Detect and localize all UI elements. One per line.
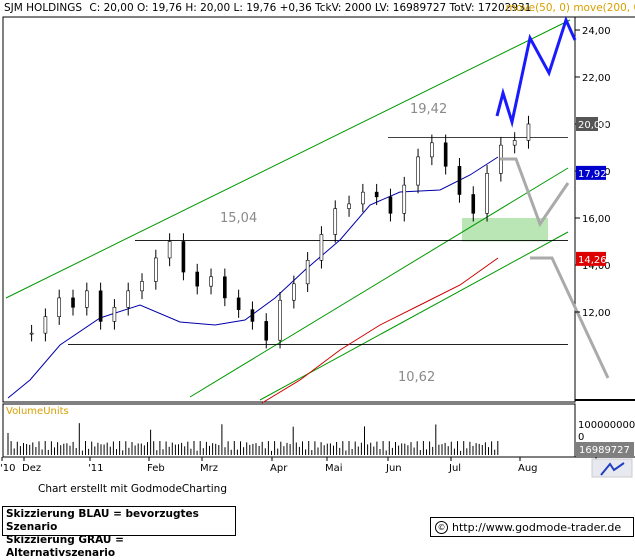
chart-header-quote: SJM HOLDINGS C: 20,00 O: 19,76 H: 20,00 … (4, 2, 531, 14)
trend-icon (600, 462, 625, 476)
candle-body (402, 184, 407, 214)
candle-body (140, 281, 144, 292)
candle-body (374, 191, 379, 198)
candle-body (43, 316, 48, 334)
candle-body (85, 290, 89, 308)
x-tick-label: '10 (0, 463, 15, 474)
legend-blue-scenario: Skizzierung BLAU = bevorzugtes Szenario (6, 508, 199, 533)
support-zone (462, 218, 548, 242)
channel-middle-line (189, 167, 569, 398)
candle-body (57, 297, 62, 317)
last-price-label: 20,00 (578, 120, 607, 131)
y-tick-label: 14,00 (582, 261, 611, 272)
candle-body (292, 283, 296, 301)
candle-body (457, 166, 462, 195)
candle-body (236, 297, 241, 310)
scenario-blue-line (495, 15, 577, 128)
candle-body (305, 259, 310, 285)
candle-body (443, 142, 448, 167)
legend-grey-scenario: Skizzierung GRAU = Alternativszenario (6, 534, 124, 559)
candle-body (98, 290, 103, 322)
x-tick-label: Feb (147, 463, 165, 474)
ma50-value-label: 17,92 (578, 169, 607, 180)
ma200-value-box (576, 251, 606, 266)
candle-body (319, 234, 324, 261)
x-tick-label: Mai (325, 463, 343, 474)
last-price-box (576, 117, 598, 131)
y-tick-label: 12,00 (582, 308, 611, 319)
scenario-legend: Skizzierung BLAU = bevorzugtes Szenario … (2, 506, 236, 559)
chart-credit: Chart erstellt mit GodmodeCharting (38, 483, 227, 495)
candle-body (250, 309, 255, 322)
x-tick-label: '11 (88, 463, 103, 474)
source-link[interactable]: © http://www.godmode-trader.de (430, 517, 634, 537)
source-url[interactable]: http://www.godmode-trader.de (452, 520, 622, 534)
level-label-1: 15,04 (220, 211, 257, 226)
volume-label: VolumeUnits (6, 406, 69, 417)
candle-body (485, 173, 489, 214)
ma50-line (7, 156, 499, 399)
candle-body (526, 123, 531, 141)
stock-chart: SJM HOLDINGS C: 20,00 O: 19,76 H: 20,00 … (0, 2, 635, 478)
y-tick-label: 16,00 (582, 214, 611, 225)
candle-body (71, 297, 75, 308)
candle-body (112, 306, 117, 322)
candle-body (416, 156, 420, 186)
x-tick-label: Jun (385, 463, 402, 474)
x-tick-label: Jul (448, 463, 461, 474)
candle-body (278, 299, 282, 341)
candle-body (195, 271, 200, 287)
scenario-grey-line-2 (530, 256, 610, 379)
scenario-grey-line-1 (500, 157, 570, 228)
candle-body (167, 241, 172, 259)
candle-body (154, 257, 158, 282)
chart-title: SJM HOLDINGS (4, 2, 82, 14)
level-label-2: 10,62 (398, 370, 435, 385)
candle-body (126, 290, 131, 308)
ma200-value-label: 14,26 (578, 255, 607, 266)
candle-body (333, 208, 338, 235)
volume-tick-max: 100000000 (578, 420, 635, 431)
candle-body (512, 140, 517, 146)
price-panel (2, 16, 576, 403)
candle-body (264, 321, 269, 341)
volume-last-box (576, 442, 634, 456)
moving-average-label: move(50, 0) move(200, 0) (506, 2, 635, 14)
candle-body (430, 142, 434, 158)
ma50-value-box (576, 165, 606, 180)
y-tick-label: 22,00 (582, 73, 611, 84)
ma200-line (261, 257, 499, 404)
candle-body (181, 241, 186, 273)
level-label-0: 19,42 (410, 102, 447, 117)
candle-body (29, 332, 34, 335)
x-tick-label: Apr (270, 463, 288, 474)
x-tick-label: Aug (518, 463, 538, 474)
candle-body (347, 203, 351, 209)
quote-line: C: 20,00 O: 19,76 H: 20,00 L: 19,76 +0,3… (89, 2, 531, 14)
volume-last-value: 16989727 (579, 445, 630, 456)
candle-body (209, 276, 213, 287)
candle-body (223, 276, 227, 299)
channel-upper-line (5, 19, 571, 299)
y-tick-label: 24,00 (582, 26, 611, 37)
candle-body (361, 191, 365, 205)
copyright-icon: © (435, 520, 448, 534)
candle-body (471, 194, 476, 214)
x-tick-label: Dez (22, 463, 41, 474)
volume-tick-zero: 0 (578, 432, 584, 443)
candle-body (388, 196, 393, 214)
x-tick-label: Mrz (200, 463, 218, 474)
